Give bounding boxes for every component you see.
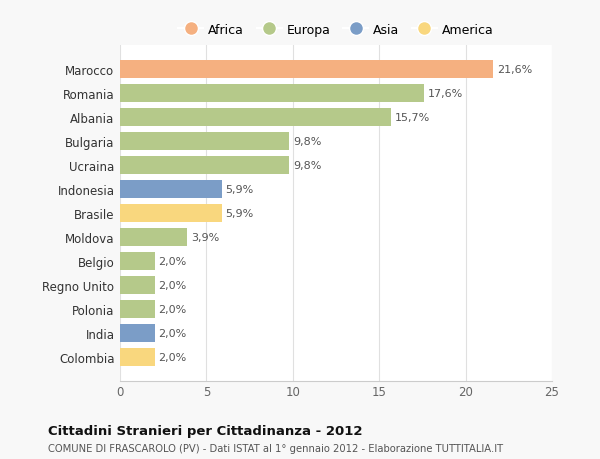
Text: 15,7%: 15,7% [395,112,430,123]
Text: 2,0%: 2,0% [158,328,186,338]
Bar [120,133,289,150]
Bar [120,61,493,78]
Text: 9,8%: 9,8% [293,161,321,171]
Text: 17,6%: 17,6% [428,89,463,99]
Text: 21,6%: 21,6% [497,65,532,75]
Text: 3,9%: 3,9% [191,232,219,242]
Bar [120,325,155,342]
Bar [120,85,424,102]
Bar [120,253,155,270]
Legend: Africa, Europa, Asia, America: Africa, Europa, Asia, America [173,19,499,42]
Text: COMUNE DI FRASCAROLO (PV) - Dati ISTAT al 1° gennaio 2012 - Elaborazione TUTTITA: COMUNE DI FRASCAROLO (PV) - Dati ISTAT a… [48,443,503,453]
Text: 5,9%: 5,9% [226,208,254,218]
Bar [120,181,222,198]
Bar [120,277,155,294]
Text: 2,0%: 2,0% [158,256,186,266]
Bar [120,348,155,366]
Text: 9,8%: 9,8% [293,137,321,146]
Text: Cittadini Stranieri per Cittadinanza - 2012: Cittadini Stranieri per Cittadinanza - 2… [48,424,362,437]
Text: 5,9%: 5,9% [226,185,254,195]
Bar [120,109,391,126]
Bar [120,157,289,174]
Text: 2,0%: 2,0% [158,304,186,314]
Bar [120,205,222,222]
Bar [120,301,155,318]
Text: 2,0%: 2,0% [158,280,186,290]
Bar [120,229,187,246]
Text: 2,0%: 2,0% [158,352,186,362]
